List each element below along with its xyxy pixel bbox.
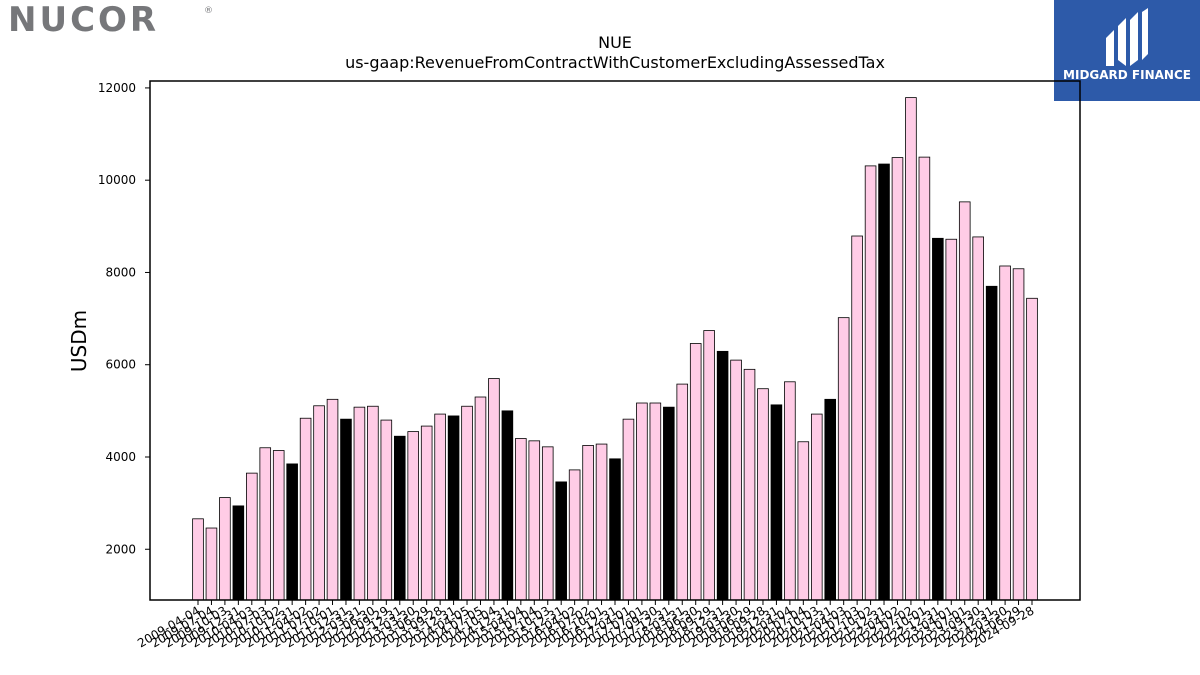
bar-2014-12-31	[501, 410, 514, 601]
bar-2012-12-31	[393, 435, 406, 601]
bar-2014-04-05	[461, 405, 473, 601]
bar-2018-12-31	[716, 350, 729, 601]
bar-2023-12-31	[985, 285, 998, 601]
midgard-mark-icon	[1106, 8, 1148, 66]
bar-2015-07-04	[528, 440, 541, 601]
bar-2011-07-02	[313, 405, 325, 601]
bar-2014-10-04	[488, 378, 500, 601]
nucor-logo: NUCOR ®	[6, 0, 216, 40]
bar-2009-12-31	[232, 505, 245, 601]
bar-2018-09-29	[703, 330, 715, 601]
bar-2011-10-01	[326, 398, 339, 601]
bar-2011-04-02	[299, 417, 312, 601]
y-tick-label: 12000	[98, 81, 136, 95]
registered-mark: ®	[204, 6, 213, 16]
bar-2023-09-30	[972, 236, 984, 601]
midgard-finance-logo: MIDGARD FINANCE	[1054, 0, 1200, 101]
bar-2010-12-31	[286, 463, 298, 601]
bar-2016-04-02	[568, 469, 581, 601]
nucor-logo-text: NUCOR	[8, 0, 160, 40]
bar-2024-03-30	[999, 265, 1011, 601]
plot-frame	[149, 80, 1081, 601]
y-tick-label: 4000	[105, 450, 136, 464]
bar-2015-10-03	[541, 446, 554, 601]
y-tick-label: 10000	[98, 173, 136, 187]
bar-series	[192, 97, 1038, 601]
bar-2024-09-28	[1026, 297, 1038, 601]
y-tick-label: 8000	[105, 265, 136, 279]
bar-2010-04-03	[246, 472, 258, 601]
bar-2018-06-30	[689, 343, 702, 601]
bar-2016-07-02	[582, 445, 594, 601]
bar-2009-04-04	[192, 518, 204, 601]
bar-2013-03-30	[407, 431, 420, 601]
bar-2018-03-31	[676, 383, 689, 601]
bar-2022-04-02	[891, 157, 904, 601]
bar-2020-07-04	[797, 441, 810, 601]
bar-2023-04-01	[945, 238, 958, 601]
bar-2019-09-28	[757, 388, 769, 601]
bar-2010-10-02	[272, 450, 285, 601]
bar-2012-06-30	[367, 405, 379, 601]
y-axis-label: USDm	[67, 310, 91, 372]
bar-2017-04-01	[622, 418, 635, 601]
bar-2021-04-03	[837, 317, 850, 601]
y-axis-ticks: 2000 4000 6000 8000 10000 12000	[98, 81, 150, 556]
bar-2012-03-31	[353, 406, 366, 601]
bar-2022-07-02	[905, 97, 917, 601]
bar-2014-07-05	[474, 396, 487, 601]
bar-2016-12-31	[609, 458, 621, 601]
bar-2012-09-29	[380, 419, 393, 601]
midgard-finance-text: MIDGARD FINANCE	[1063, 68, 1191, 82]
bar-2015-04-04	[515, 438, 527, 601]
bar-2023-07-01	[958, 201, 971, 601]
bar-2013-12-31	[447, 415, 460, 601]
bar-2017-12-31	[663, 406, 675, 601]
x-axis-ticks: 2009-04-042009-07-042009-10-032009-12-31…	[135, 600, 1037, 650]
bar-2020-12-31	[824, 398, 837, 601]
bar-2013-06-29	[420, 425, 433, 601]
bar-2019-03-30	[730, 359, 742, 601]
bar-2021-12-31	[878, 163, 890, 601]
chart-subtitle: us-gaap:RevenueFromContractWithCustomerE…	[345, 53, 885, 72]
bar-2022-10-01	[918, 156, 931, 601]
bar-2024-06-29	[1012, 268, 1025, 601]
bar-2013-09-28	[434, 413, 446, 601]
bar-2021-10-02	[864, 165, 877, 601]
bar-2009-10-03	[219, 497, 231, 601]
y-tick-label: 2000	[105, 542, 136, 556]
bar-2019-12-31	[770, 404, 783, 601]
bar-2016-10-01	[595, 443, 608, 601]
bar-2021-07-03	[851, 235, 863, 601]
y-tick-label: 6000	[105, 358, 136, 372]
bar-2017-09-30	[649, 402, 662, 601]
bar-2010-07-03	[259, 447, 272, 601]
chart-title: NUE	[598, 33, 632, 52]
bar-2020-10-03	[810, 413, 823, 601]
bar-2020-04-04	[784, 381, 796, 601]
bar-2011-12-31	[340, 418, 352, 601]
bar-2017-07-01	[636, 402, 648, 601]
bar-2019-06-29	[743, 368, 756, 601]
bar-2022-12-31	[932, 237, 944, 601]
bar-2015-12-31	[555, 481, 567, 601]
bar-2009-07-04	[205, 527, 218, 601]
